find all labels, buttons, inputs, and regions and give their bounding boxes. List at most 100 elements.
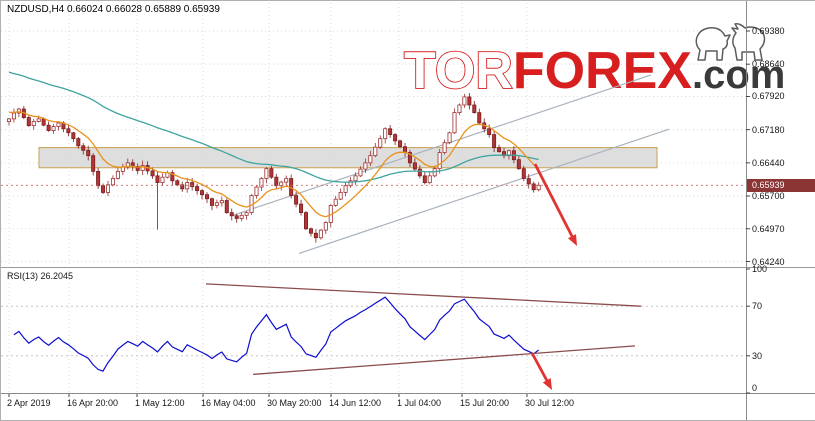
candle-body (16, 108, 21, 114)
candle-body (313, 232, 318, 239)
candle-body (457, 104, 462, 114)
rsi-scale-label: 30 (752, 350, 763, 361)
bull-bear-logo-icon (695, 23, 766, 61)
candle-body (368, 155, 373, 164)
candle-body (417, 168, 422, 177)
rsi-scale-label: 0 (752, 383, 758, 393)
candle-body (497, 147, 502, 153)
candle-body (477, 112, 482, 124)
candle-body (506, 150, 511, 157)
candle-body (516, 159, 521, 170)
candle-body (175, 180, 180, 186)
candle-body (462, 96, 467, 106)
candle-body (101, 185, 106, 193)
candle-body (472, 104, 477, 114)
candle-body (526, 178, 531, 185)
candle-body (195, 186, 200, 192)
time-axis-label: 1 Jul 04:00 (397, 398, 442, 408)
candle-body (185, 182, 190, 190)
price-axis-label: 0.66440 (752, 157, 785, 168)
bear-icon (695, 27, 731, 61)
candle-body (244, 212, 249, 216)
candle-body (383, 128, 388, 140)
candle-body (51, 126, 56, 131)
candle-body (279, 181, 284, 187)
candle-body (140, 165, 145, 171)
candle-body (363, 162, 368, 170)
rsi-scale-label: 100 (752, 264, 768, 274)
candle-body (96, 170, 101, 187)
candle-body (190, 182, 195, 188)
candle-body (348, 180, 353, 187)
candle-body (358, 168, 363, 177)
rsi-line (13, 296, 539, 372)
candle-body (76, 138, 81, 147)
candle-body (150, 170, 155, 177)
candle-body (160, 176, 165, 183)
candle-body (318, 229, 323, 239)
candle-body (91, 155, 96, 172)
rsi-indicator-label: RSI(13) 26.2045 (7, 271, 74, 281)
time-axis-label: 14 Jun 12:00 (329, 398, 382, 408)
candle-body (180, 184, 185, 190)
candle-body (264, 168, 269, 179)
candle-body (269, 168, 274, 178)
time-axis-label: 30 May 20:00 (267, 398, 322, 408)
candle-body (229, 212, 234, 217)
candle-body (378, 138, 383, 148)
candle-body (373, 146, 378, 157)
forecast-arrowhead (542, 378, 552, 390)
candle-body (41, 118, 46, 126)
time-axis-label: 1 May 12:00 (135, 398, 185, 408)
candle-body (467, 96, 472, 106)
candle-body (536, 184, 541, 191)
candle-body (531, 183, 536, 191)
candle-body (219, 200, 224, 204)
rsi-trendline (252, 345, 636, 376)
candle-body (254, 186, 259, 196)
ema-fast-line (8, 111, 539, 218)
candle-body (170, 172, 175, 182)
forecast-arrow (530, 352, 550, 384)
candle-body (323, 222, 328, 231)
candle-body (388, 128, 393, 135)
candle-body (135, 166, 140, 171)
watermark-text: TORFOREX.com (404, 42, 785, 100)
candle-body (7, 118, 12, 122)
candle-body (521, 168, 526, 179)
channel-line (298, 128, 670, 254)
candle-body (308, 228, 313, 234)
candle-body (66, 128, 71, 134)
channel-line (232, 74, 652, 216)
candle-body (224, 200, 229, 214)
candle-body (303, 212, 308, 230)
candle-body (106, 184, 111, 193)
candle-body (487, 128, 492, 135)
ema-slow-line (8, 71, 539, 183)
forecast-arrow (533, 163, 575, 240)
candle-body (209, 198, 214, 206)
bull-icon (731, 23, 766, 61)
price-axis-label: 0.64240 (752, 256, 785, 267)
candle-body (407, 152, 412, 164)
candle-body (46, 124, 51, 131)
candle-body (442, 142, 447, 153)
candle-body (343, 185, 348, 193)
candle-body (86, 149, 91, 157)
candle-body (284, 178, 289, 183)
candle-body (81, 145, 86, 151)
rsi-scale-label: 70 (752, 301, 763, 312)
candle-body (110, 178, 115, 186)
candle-body (239, 214, 244, 219)
candle-body (31, 121, 36, 127)
candle-body (204, 194, 209, 200)
candle-body (56, 122, 61, 127)
candle-body (353, 175, 358, 182)
time-axis-label: 2 Apr 2019 (7, 398, 51, 408)
candle-body (437, 152, 442, 170)
price-axis-label: 0.67180 (752, 124, 785, 135)
candle-body (274, 176, 279, 187)
chart-title: NZDUSD,H4 0.66024 0.66028 0.65889 0.6593… (7, 4, 220, 15)
